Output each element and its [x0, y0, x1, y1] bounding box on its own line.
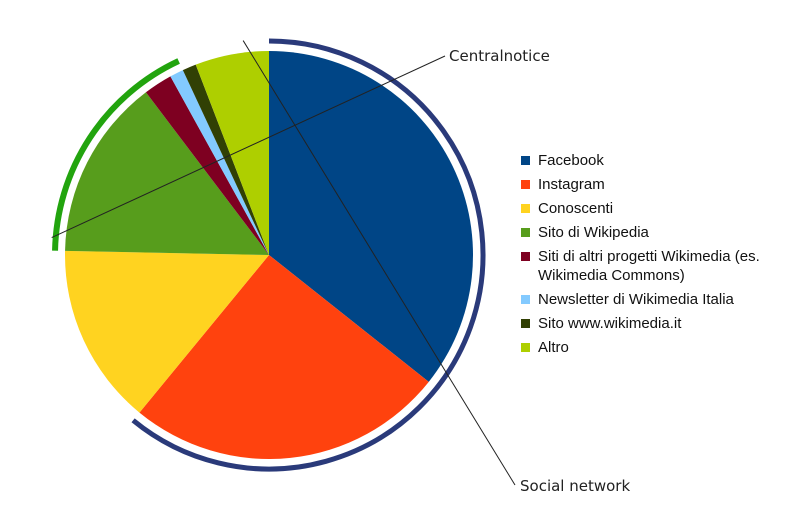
- legend-item-sito-di-wikipedia: Sito di Wikipedia: [521, 223, 786, 242]
- legend-item-conoscenti: Conoscenti: [521, 199, 786, 218]
- pie-slice-instagram: [139, 255, 429, 459]
- legend-label: Altro: [538, 339, 569, 356]
- legend-swatch: [521, 252, 530, 261]
- legend-label: Siti di altri progetti Wikimedia (es. Wi…: [538, 248, 760, 284]
- callout-label-social-network: Social network: [520, 477, 630, 495]
- legend-label: Facebook: [538, 152, 604, 169]
- pie-slice-sito-www-wikimedia-it: [182, 64, 269, 255]
- legend-label: Newsletter di Wikimedia Italia: [538, 291, 734, 308]
- legend-item-siti-di-altri-progetti-wikimedia-es-wikimedia-commons: Siti di altri progetti Wikimedia (es. Wi…: [521, 247, 786, 285]
- legend-swatch: [521, 180, 530, 189]
- legend-item-newsletter-di-wikimedia-italia: Newsletter di Wikimedia Italia: [521, 290, 786, 309]
- legend-swatch: [521, 295, 530, 304]
- group-arc-centralnotice: [52, 58, 180, 251]
- callout-line-centralnotice: [51, 55, 446, 238]
- legend-item-instagram: Instagram: [521, 175, 786, 194]
- pie-slice-newsletter-di-wikimedia-italia: [170, 70, 269, 255]
- pie-slice-sito-di-wikipedia: [65, 92, 269, 255]
- callout-label-centralnotice: Centralnotice: [449, 47, 550, 65]
- legend-item-sito-www-wikimedia-it: Sito www.wikimedia.it: [521, 314, 786, 333]
- pie-slice-conoscenti: [65, 250, 269, 413]
- legend: Facebook Instagram Conoscenti Sito di Wikip…: [521, 151, 786, 362]
- legend-label: Instagram: [538, 176, 605, 193]
- legend-item-facebook: Facebook: [521, 151, 786, 170]
- legend-swatch: [521, 228, 530, 237]
- legend-label: Sito www.wikimedia.it: [538, 315, 682, 332]
- callout-line-social-network: [242, 40, 516, 486]
- group-arc-social-network: [131, 38, 486, 472]
- legend-swatch: [521, 156, 530, 165]
- legend-swatch: [521, 204, 530, 213]
- legend-label: Sito di Wikipedia: [538, 224, 649, 241]
- legend-item-altro: Altro: [521, 338, 786, 357]
- pie-slice-facebook: [269, 51, 473, 382]
- legend-swatch: [521, 343, 530, 352]
- pie-slice-altro: [195, 51, 269, 255]
- legend-label: Conoscenti: [538, 200, 614, 217]
- legend-swatch: [521, 319, 530, 328]
